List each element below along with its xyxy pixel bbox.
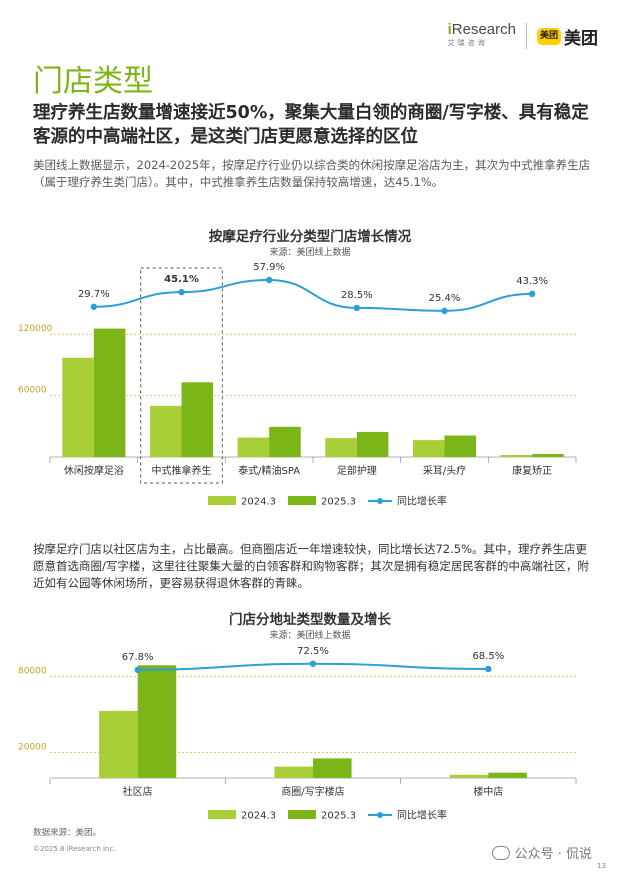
header-logos: iResearch 艾瑞咨询 美团 美团 xyxy=(448,20,598,52)
growth-rate-point xyxy=(528,290,536,298)
bar-2024-3 xyxy=(274,766,313,778)
bar-2025-3 xyxy=(488,772,527,778)
legend-label: 2024.3 xyxy=(241,811,276,821)
legend-swatch xyxy=(208,496,236,505)
location-paragraph: 按摩足疗门店以社区店为主，占比最高。但商圈店近一年增速较快，同比增长达72.5%… xyxy=(33,542,589,590)
bar-2025-3 xyxy=(137,665,177,778)
bar-2025-3 xyxy=(93,328,126,457)
growth-rate-label: 68.5% xyxy=(472,651,504,662)
store-type-growth-chart: 60000 120000 休闲按摩足浴 中式推拿养生 泰式/精油SPA 足部护理 采耳/头疗… xyxy=(18,262,577,508)
growth-rate-point xyxy=(485,665,492,673)
legend-label: 2024.3 xyxy=(241,497,276,508)
growth-rate-label: 29.7% xyxy=(78,289,110,300)
x-tick-label: 楼中店 xyxy=(473,785,503,798)
y-tick-label: 80000 xyxy=(18,667,47,677)
bar-2024-3 xyxy=(500,454,533,457)
x-tick-label: 足部护理 xyxy=(337,464,377,477)
legend-swatch xyxy=(288,496,316,505)
growth-rate-point xyxy=(134,666,141,674)
chart1-title: 按摩足疗行业分类型门店增长情况 xyxy=(208,229,412,245)
bar-2024-3 xyxy=(449,774,489,778)
intro-paragraph: 美团线上数据显示，2024-2025年，按摩足疗行业仍以综合类的休闲按摩足浴店为… xyxy=(33,158,591,189)
growth-rate-label: 67.8% xyxy=(122,652,154,663)
bar-2025-3 xyxy=(269,426,301,457)
iresearch-logo: iResearch 艾瑞咨询 xyxy=(447,20,516,47)
chart2-title: 门店分地址类型数量及增长 xyxy=(229,612,391,628)
growth-rate-point xyxy=(353,304,361,312)
x-tick-label: 泰式/精油SPA xyxy=(238,464,300,477)
iresearch-logo-sub: 艾瑞咨询 xyxy=(447,39,488,47)
copyright: ©2025.8 iResearch Inc. xyxy=(33,845,116,853)
growth-rate-point xyxy=(309,660,317,667)
wechat-icon xyxy=(491,845,510,860)
chart2-source: 来源：美团线上数据 xyxy=(269,631,351,641)
x-tick-label: 社区店 xyxy=(123,785,153,798)
x-tick-label: 采耳/头疗 xyxy=(423,464,466,477)
growth-rate-line xyxy=(93,278,533,312)
legend-label: 同比增长率 xyxy=(397,495,447,508)
growth-rate-label: 43.3% xyxy=(516,276,548,287)
bar-2025-3 xyxy=(356,431,389,457)
growth-rate-label: 72.5% xyxy=(297,646,329,657)
growth-rate-point xyxy=(441,307,448,315)
bar-2024-3 xyxy=(412,440,445,457)
legend-label: 2025.3 xyxy=(321,497,356,508)
growth-rate-point xyxy=(90,303,98,310)
growth-rate-label: 45.1% xyxy=(164,274,199,285)
legend-swatch xyxy=(208,810,236,819)
headline: 理疗养生店数量增速接近50%，聚集大量白领的商圈/写字楼、具有稳定客源的中高端社… xyxy=(33,103,589,147)
growth-rate-point xyxy=(178,288,185,296)
meituan-logo-icon: 美团 xyxy=(536,27,561,45)
legend-swatch xyxy=(288,810,316,819)
bar-2024-3 xyxy=(62,357,94,457)
bar-2024-3 xyxy=(325,438,357,457)
bar-2025-3 xyxy=(313,758,352,778)
growth-rate-label: 25.4% xyxy=(429,293,461,304)
page-number: 13 xyxy=(597,862,606,870)
growth-rate-label: 57.9% xyxy=(253,262,285,273)
footer-source-note: 数据来源：美团。 xyxy=(33,828,102,838)
growth-rate-point xyxy=(265,276,273,284)
y-tick-label: 60000 xyxy=(18,386,47,396)
legend-label: 同比增长率 xyxy=(397,809,447,821)
legend-marker xyxy=(377,498,383,504)
bar-2024-3 xyxy=(99,710,138,778)
chart1-source: 来源：美团线上数据 xyxy=(269,248,351,258)
bar-2025-3 xyxy=(181,382,214,457)
page-title: 门店类型 xyxy=(33,64,153,99)
y-tick-label: 20000 xyxy=(18,743,47,753)
logo-divider xyxy=(525,23,527,49)
watermark: 公众号 · 侃说 xyxy=(491,843,592,862)
growth-rate-label: 28.5% xyxy=(341,290,373,301)
bar-2024-3 xyxy=(237,437,270,457)
location-type-chart: 20000 80000 社区店 商圈/写字楼店 楼中店 67.8% 72.5% 68.5% 20… xyxy=(18,646,577,821)
legend-marker xyxy=(377,812,383,818)
bar-2025-3 xyxy=(532,453,564,457)
legend-label: 2025.3 xyxy=(321,811,356,821)
meituan-logo-text: 美团 xyxy=(564,28,598,49)
x-tick-label: 商圈/写字楼店 xyxy=(281,785,344,798)
x-tick-label: 休闲按摩足浴 xyxy=(64,464,124,477)
watermark-text: 公众号 · 侃说 xyxy=(514,847,592,862)
bar-2025-3 xyxy=(444,435,477,457)
y-tick-label: 120000 xyxy=(18,324,53,334)
x-tick-label: 康复矫正 xyxy=(512,464,552,477)
bar-2024-3 xyxy=(149,405,182,457)
x-tick-label: 中式推拿养生 xyxy=(152,464,212,477)
highlight-box xyxy=(140,267,223,484)
